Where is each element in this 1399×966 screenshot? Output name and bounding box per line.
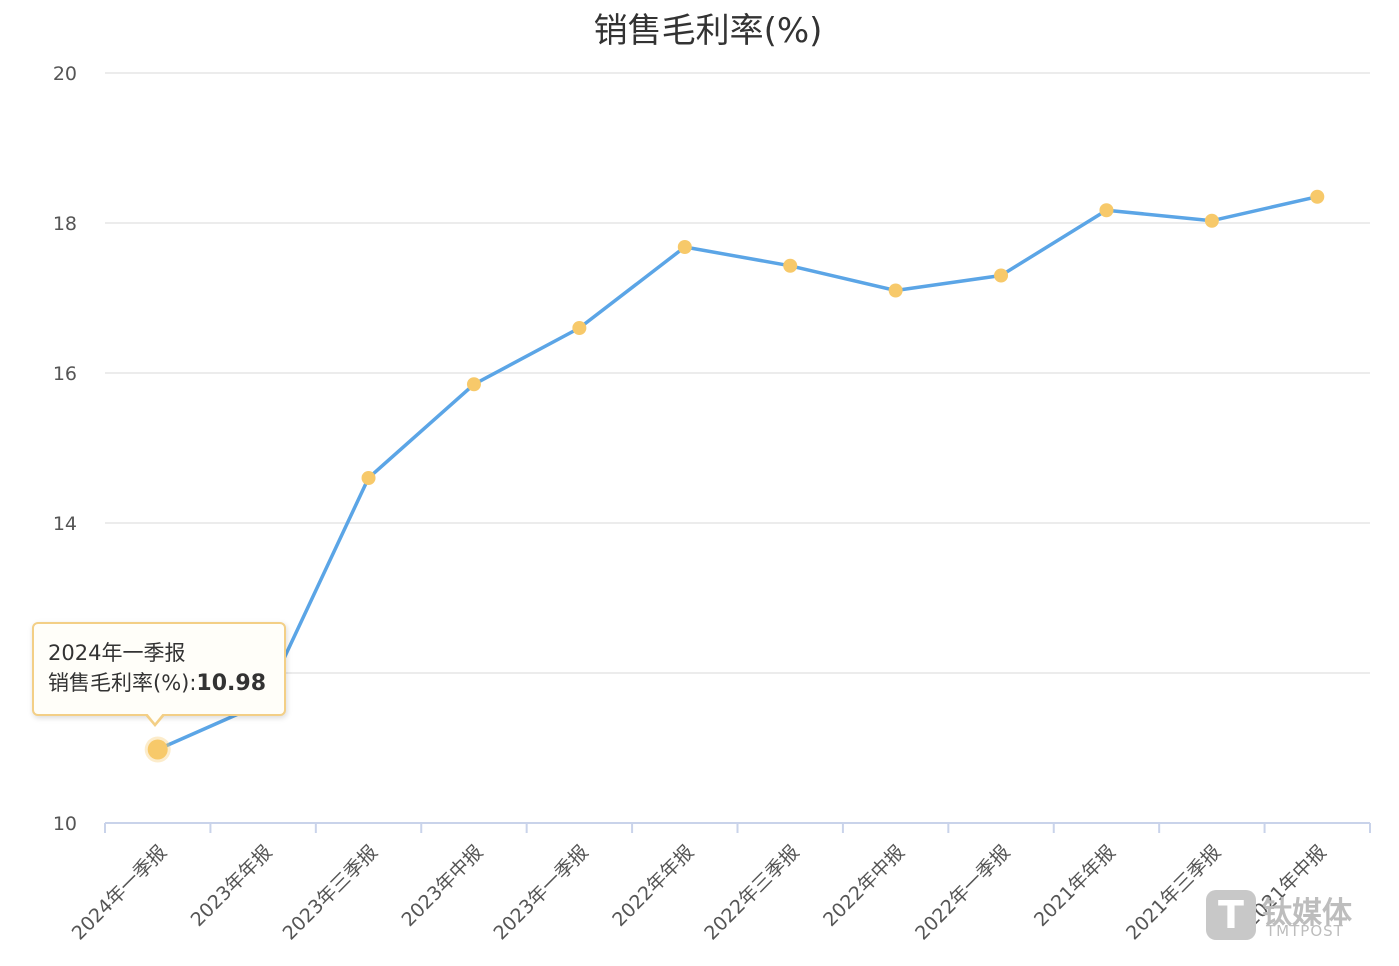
data-point[interactable] — [466, 377, 481, 392]
grid-lines — [105, 72, 1370, 674]
watermark-name-en: TMTPOST — [1266, 922, 1344, 940]
series-polyline — [156, 194, 1318, 752]
x-tick-label: 2022年一季报 — [911, 841, 1014, 944]
y-tick-label: 18 — [53, 213, 77, 235]
tmtpost-logo-icon: T — [1206, 890, 1256, 940]
x-tick-label: 2023年年报 — [187, 841, 277, 931]
data-point[interactable] — [1310, 189, 1325, 204]
data-point[interactable] — [994, 268, 1009, 283]
x-tick-label: 2021年年报 — [1030, 841, 1120, 931]
data-point[interactable] — [783, 258, 798, 273]
chart-title: 销售毛利率(%) — [594, 11, 823, 51]
tooltip-value-row: 销售毛利率(%):10.98 — [48, 668, 284, 699]
x-axis: 2024年一季报 2023年年报 2023年三季报 2023年中报 2023年一季报 20… — [68, 822, 1371, 944]
tooltip-arrow-inner — [146, 712, 164, 723]
data-point[interactable] — [572, 321, 587, 335]
x-tick-label: 2022年年报 — [608, 841, 698, 931]
y-tick-label: 10 — [53, 813, 77, 835]
tooltip-label: 销售毛利率(%): — [48, 671, 197, 695]
y-tick-label: 14 — [53, 513, 77, 535]
watermark-logo: T 钛媒体 TMTPOST — [1206, 888, 1386, 948]
data-point[interactable] — [888, 283, 903, 298]
y-tick-label: 16 — [53, 363, 77, 385]
tooltip-category: 2024年一季报 — [48, 641, 186, 665]
x-tick-label: 2022年三季报 — [700, 841, 803, 944]
data-point[interactable] — [1099, 203, 1114, 218]
data-tooltip: 2024年一季报 销售毛利率(%):10.98 — [32, 622, 286, 716]
tooltip-value: 10.98 — [196, 671, 267, 696]
x-tick-label: 2023年中报 — [397, 841, 487, 931]
data-point[interactable] — [147, 739, 168, 760]
data-point[interactable] — [677, 240, 692, 254]
x-tick-label: 2024年一季报 — [68, 841, 171, 944]
x-tick-label: 2022年中报 — [819, 841, 909, 931]
data-point[interactable] — [1204, 213, 1219, 228]
y-tick-label: 20 — [53, 63, 77, 85]
x-tick-label: 2023年一季报 — [489, 841, 592, 944]
series-line — [144, 189, 1325, 763]
watermark-name-cn: 钛媒体 — [1262, 896, 1352, 931]
y-axis: 10 14 16 18 20 — [53, 63, 77, 835]
x-tick-label: 2023年三季报 — [279, 841, 382, 944]
data-point[interactable] — [361, 471, 376, 485]
